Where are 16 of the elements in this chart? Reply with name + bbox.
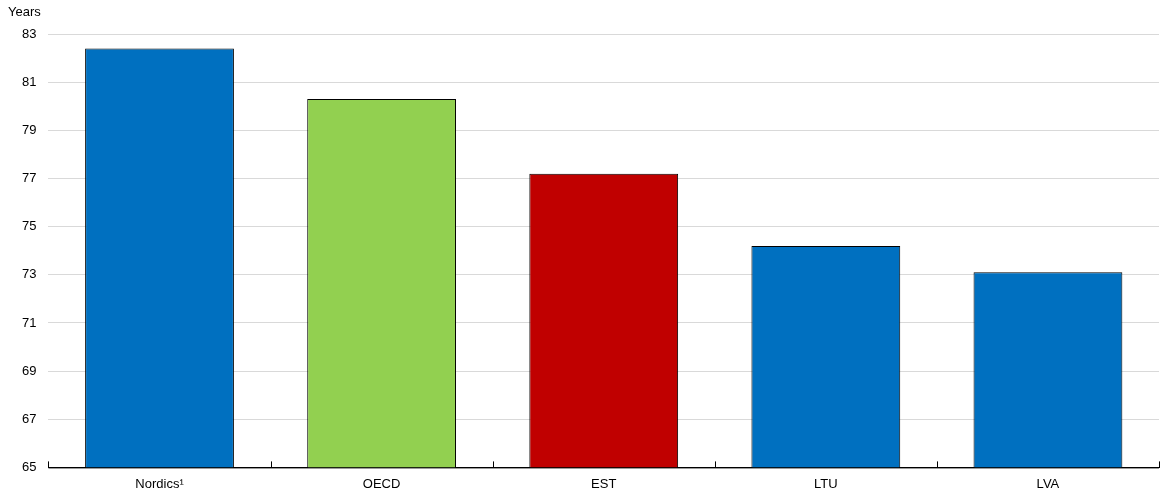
y-tick-label: 69 xyxy=(21,362,37,378)
y-tick-label: 75 xyxy=(21,218,37,234)
y-tick-label: 65 xyxy=(21,458,37,474)
x-tick-label: OECD xyxy=(362,475,401,491)
y-axis-title: Years xyxy=(8,4,42,20)
x-tick-label: Nordics¹ xyxy=(135,475,185,491)
x-tick-label: LVA xyxy=(1036,475,1060,491)
y-tick-label: 83 xyxy=(21,25,37,41)
y-tick-label: 81 xyxy=(21,73,37,89)
y-tick-label: 79 xyxy=(21,121,37,137)
x-tick-label: EST xyxy=(591,475,617,491)
y-tick-label: 67 xyxy=(21,410,37,426)
y-tick-label: 77 xyxy=(21,170,37,186)
y-tick-label: 71 xyxy=(21,314,37,330)
x-tick-label: LTU xyxy=(814,475,838,491)
y-tick-label: 73 xyxy=(21,266,37,282)
